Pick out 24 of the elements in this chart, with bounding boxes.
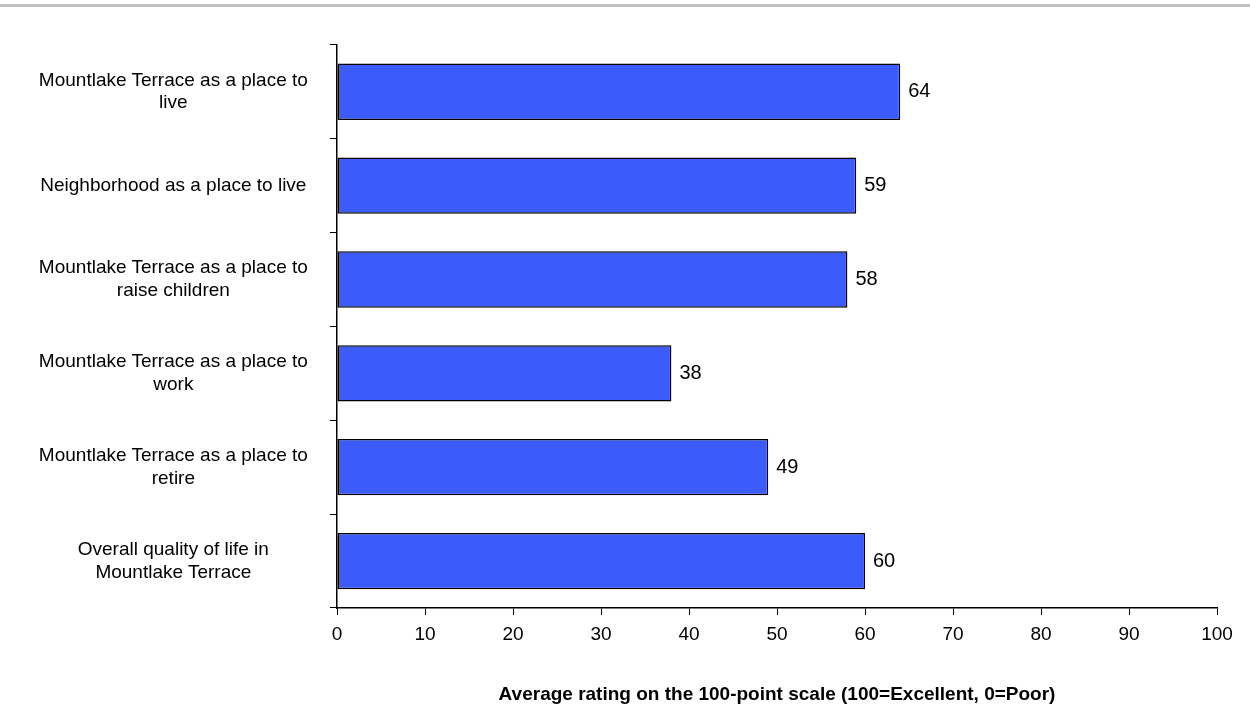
x-tick-label: 10 xyxy=(414,622,436,644)
data-label: 59 xyxy=(864,173,887,196)
data-label: 58 xyxy=(855,266,878,289)
data-label: 60 xyxy=(873,548,896,571)
x-tick-label: 90 xyxy=(1118,622,1140,644)
x-tick-label: 50 xyxy=(766,622,788,644)
x-tick-label: 80 xyxy=(1030,622,1052,644)
x-tick-label: 100 xyxy=(1201,622,1233,644)
data-label: 64 xyxy=(908,79,931,102)
x-tick-label: 30 xyxy=(590,622,612,644)
y-tick-label: Overall quality of life in Mountlake Terrace xyxy=(77,537,269,582)
y-tick-label: Mountlake Terrace as a place to work xyxy=(38,350,308,394)
y-tick-label: Mountlake Terrace as a place to raise children xyxy=(38,256,308,301)
y-tick-label: Mountlake Terrace as a place to retire xyxy=(38,444,308,488)
x-tick-label: 0 xyxy=(331,622,343,644)
x-tick-label: 70 xyxy=(942,622,964,644)
y-tick-label: Mountlake Terrace as a place to live xyxy=(38,68,308,113)
x-tick-label: 20 xyxy=(502,622,524,644)
x-tick-label: 40 xyxy=(678,622,700,644)
x-axis-title: Average rating on the 100-point scale (100=Excellent, 0=Poor) xyxy=(498,682,1056,704)
data-label: 38 xyxy=(679,360,702,383)
y-tick-label: Neighborhood as a place to live xyxy=(40,173,307,195)
data-label: 49 xyxy=(776,454,799,477)
x-tick-label: 60 xyxy=(854,622,876,644)
